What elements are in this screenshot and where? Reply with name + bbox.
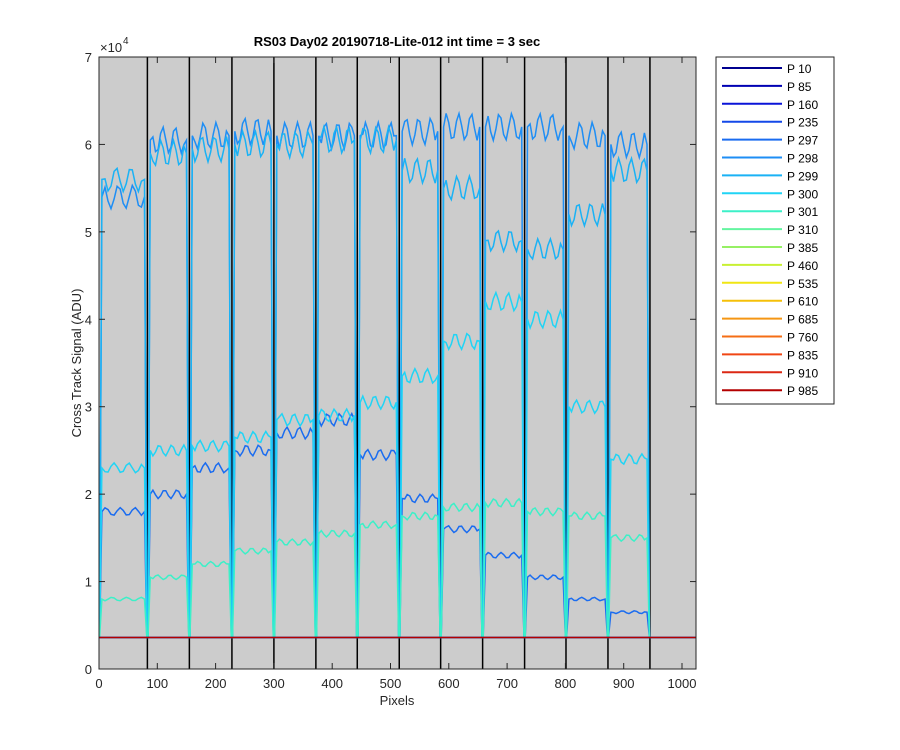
series-line-p298 [98, 110, 651, 639]
x-tick-label: 200 [205, 676, 227, 691]
legend-label: P 299 [787, 169, 818, 183]
legend-label: P 460 [787, 259, 818, 273]
x-tick-label: 900 [613, 676, 635, 691]
x-tick-label: 700 [496, 676, 518, 691]
legend-label: P 235 [787, 116, 818, 130]
legend-label: P 310 [787, 223, 818, 237]
legend-label: P 10 [787, 62, 812, 76]
x-axis: 0 100 200 300 400 500 600 700 800 900 1000 [95, 57, 696, 691]
legend-label: P 85 [787, 80, 812, 94]
legend-label: P 685 [787, 313, 818, 327]
x-tick-label: 300 [263, 676, 285, 691]
x-tick-label: 600 [438, 676, 460, 691]
y-tick-label: 3 [85, 400, 92, 415]
y-tick-label: 1 [85, 575, 92, 590]
x-tick-label: 100 [146, 676, 168, 691]
legend-label: P 760 [787, 331, 818, 345]
legend-label: P 160 [787, 98, 818, 112]
legend: P 10 P 85 P 160 P 235 P 297 P 298 P 299 P 300 P … [715, 56, 835, 405]
y-exponent-base: ×10 [100, 40, 122, 55]
x-tick-label: 0 [95, 676, 102, 691]
legend-label: P 385 [787, 241, 818, 255]
segment-boundaries [146, 57, 651, 669]
series-lines [98, 110, 696, 639]
y-tick-label: 4 [85, 312, 92, 327]
series-line-p300 [98, 290, 651, 639]
legend-items: P 10 P 85 P 160 P 235 P 297 P 298 P 299 P 300 P … [722, 62, 818, 398]
legend-box [715, 56, 835, 405]
legend-label: P 985 [787, 384, 818, 398]
y-axis: 0 1 2 3 4 5 6 7 [85, 50, 696, 677]
y-axis-label: Cross Track Signal (ADU) [69, 289, 84, 438]
x-axis-label: Pixels [380, 693, 415, 708]
x-tick-label: 1000 [668, 676, 697, 691]
series-line-p299 [98, 123, 651, 639]
legend-label: P 535 [787, 277, 818, 291]
legend-label: P 297 [787, 134, 818, 148]
legend-label: P 298 [787, 152, 818, 166]
y-tick-label: 0 [85, 662, 92, 677]
plot-frame [98, 56, 697, 670]
x-tick-label: 400 [321, 676, 343, 691]
y-exponent-power: 4 [123, 36, 129, 47]
x-tick-label: 500 [380, 676, 402, 691]
legend-label: P 300 [787, 187, 818, 201]
chart-title: RS03 Day02 20190718-Lite-012 int time = … [254, 34, 541, 49]
series-line-p297 [98, 411, 651, 639]
legend-label: P 910 [787, 366, 818, 380]
series-line-p301 [98, 497, 651, 639]
legend-label: P 610 [787, 295, 818, 309]
y-tick-label: 6 [85, 137, 92, 152]
y-axis-exponent: ×10 4 [100, 36, 129, 55]
y-tick-label: 5 [85, 225, 92, 240]
legend-label: P 301 [787, 205, 818, 219]
x-tick-label: 800 [555, 676, 577, 691]
legend-label: P 835 [787, 348, 818, 362]
y-tick-label: 2 [85, 487, 92, 502]
y-tick-label: 7 [85, 50, 92, 65]
